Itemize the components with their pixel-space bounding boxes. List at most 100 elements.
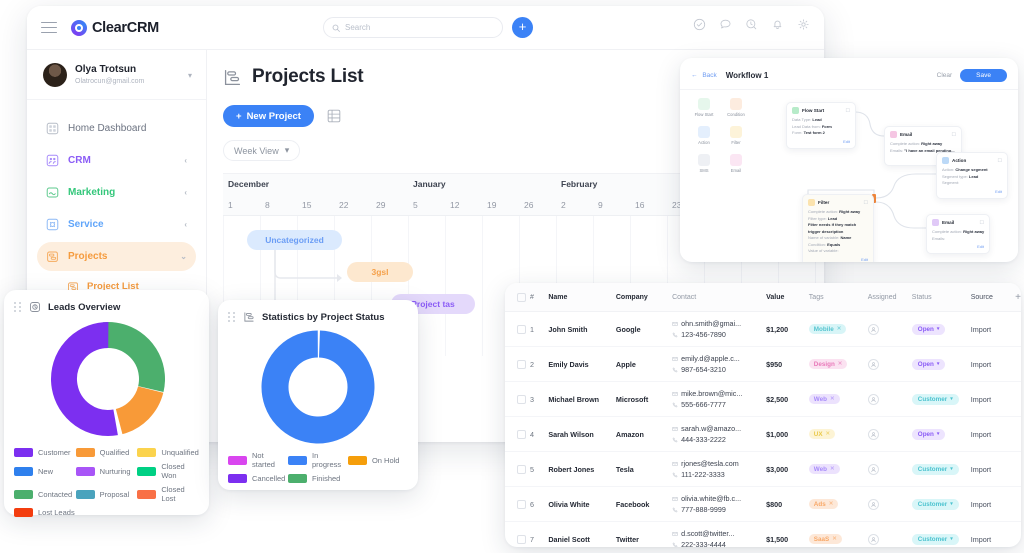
workflow-node-filter[interactable]: Filter ☐ Complete action: Right away Fil… <box>802 194 874 262</box>
workflow-node-email-2[interactable]: Email ☐ Complete action: Right away Emai… <box>926 214 990 254</box>
status-badge[interactable]: Customer ▾ <box>911 463 959 475</box>
table-row[interactable]: 1 John Smith Google ohn.smith@gmai... 123-45… <box>505 311 1021 347</box>
row-select-cell[interactable] <box>505 521 530 547</box>
tag-badge[interactable]: UX ✕ <box>808 429 836 440</box>
menu-icon[interactable] <box>41 21 57 34</box>
row-assigned[interactable] <box>867 311 912 347</box>
expand-icon[interactable]: ☐ <box>863 199 868 206</box>
sidebar-item-marketing[interactable]: Marketing ‹ <box>37 178 196 207</box>
table-row[interactable]: 5 Robert Jones Tesla rjones@tesla.com 111-22… <box>505 451 1021 487</box>
chat-icon[interactable] <box>719 18 732 31</box>
select-all-checkbox[interactable] <box>517 293 526 302</box>
row-assigned[interactable] <box>867 346 912 382</box>
grid-view-icon[interactable] <box>327 109 341 123</box>
row-assigned[interactable] <box>867 486 912 522</box>
assign-user-icon[interactable] <box>867 533 879 545</box>
assign-user-icon[interactable] <box>867 393 879 405</box>
col-tags[interactable]: Tags <box>808 283 868 312</box>
sidebar-item-projects[interactable]: Projects ⌄ <box>37 242 196 271</box>
assign-user-icon[interactable] <box>867 498 879 510</box>
expand-icon[interactable]: ☐ <box>951 131 956 138</box>
row-checkbox[interactable] <box>517 324 526 334</box>
col-source[interactable]: Source <box>970 283 1016 312</box>
table-row[interactable]: 4 Sarah Wilson Amazon sarah.w@amazo... 444-3… <box>505 416 1021 452</box>
chevron-left-icon[interactable]: ‹ <box>184 156 187 165</box>
tag-remove-icon[interactable]: ✕ <box>828 501 834 508</box>
tag-badge[interactable]: Design ✕ <box>808 359 848 370</box>
assign-user-icon[interactable] <box>867 428 879 440</box>
tag-remove-icon[interactable]: ✕ <box>837 361 843 368</box>
node-edit-button[interactable]: Edit <box>977 244 984 249</box>
node-edit-button[interactable]: Edit <box>843 138 850 144</box>
palette-item-flow-start[interactable]: Flow Start <box>690 98 718 117</box>
row-checkbox[interactable] <box>517 534 526 544</box>
add-button[interactable]: + <box>512 17 533 38</box>
assign-user-icon[interactable] <box>867 463 879 475</box>
row-select-cell[interactable] <box>505 486 530 522</box>
status-badge[interactable]: Customer ▾ <box>911 533 959 545</box>
tag-badge[interactable]: SaaS ✕ <box>808 534 842 545</box>
chevron-left-icon[interactable]: ‹ <box>184 188 187 197</box>
user-profile[interactable]: Olya Trotsun Olatrocun@gmail.com ▾ <box>27 50 206 100</box>
status-badge[interactable]: Open ▾ <box>911 358 946 370</box>
row-select-cell[interactable] <box>505 311 530 347</box>
row-checkbox[interactable] <box>517 429 526 439</box>
sidebar-item-crm[interactable]: CRM ‹ <box>37 146 196 175</box>
palette-item-email[interactable]: Email <box>722 154 750 173</box>
row-select-cell[interactable] <box>505 416 530 452</box>
row-assigned[interactable] <box>867 381 912 417</box>
table-row[interactable]: 6 Olivia White Facebook olivia.white@fb.c..… <box>505 486 1021 522</box>
table-row[interactable]: 7 Daniel Scott Twitter d.scott@twitter... 22… <box>505 521 1021 547</box>
tag-badge[interactable]: Mobile ✕ <box>808 324 847 335</box>
clear-button[interactable]: Clear <box>936 71 953 79</box>
tag-badge[interactable]: Web ✕ <box>808 394 840 405</box>
check-circle-icon[interactable] <box>693 18 706 31</box>
workflow-node-action[interactable]: Action ☐ Action: Change segment Segment … <box>936 152 1008 199</box>
expand-icon[interactable]: ☐ <box>997 157 1002 164</box>
row-assigned[interactable] <box>867 416 912 452</box>
expand-icon[interactable]: ☐ <box>979 219 984 226</box>
table-row[interactable]: 2 Emily Davis Apple emily.d@apple.c... 987-6… <box>505 346 1021 382</box>
save-button[interactable]: Save <box>960 68 1007 82</box>
node-edit-button[interactable]: Edit <box>861 256 868 262</box>
node-edit-button[interactable]: Edit <box>995 188 1002 194</box>
workflow-canvas[interactable]: Flow Start Condition Action Filter SMS E… <box>680 89 1018 262</box>
back-button[interactable]: ← Back <box>691 71 717 79</box>
week-view-dropdown[interactable]: Week View ▾ <box>223 140 301 161</box>
row-checkbox[interactable] <box>517 394 526 404</box>
gantt-task[interactable]: 3gsl <box>347 262 413 282</box>
tag-badge[interactable]: Web ✕ <box>808 464 840 475</box>
col-contact[interactable]: Contact <box>672 283 767 312</box>
row-assigned[interactable] <box>867 521 912 547</box>
tag-remove-icon[interactable]: ✕ <box>829 396 835 403</box>
sidebar-item-home-dashboard[interactable]: Home Dashboard <box>37 114 196 143</box>
table-row[interactable]: 3 Michael Brown Microsoft mike.brown@mic...… <box>505 381 1021 417</box>
assign-user-icon[interactable] <box>867 323 879 335</box>
row-checkbox[interactable] <box>517 359 526 369</box>
palette-item-sms[interactable]: SMS <box>690 154 718 173</box>
row-select-cell[interactable] <box>505 381 530 417</box>
gantt-task[interactable]: Uncategorized <box>247 230 342 250</box>
history-search-icon[interactable] <box>745 18 758 31</box>
chevron-down-icon[interactable]: ▾ <box>187 70 192 80</box>
tag-remove-icon[interactable]: ✕ <box>825 431 831 438</box>
status-badge[interactable]: Customer ▾ <box>911 393 959 405</box>
workflow-node-email-1[interactable]: Email ☐ Complete action: Right away Emai… <box>884 126 962 166</box>
new-project-button[interactable]: + New Project <box>223 105 314 127</box>
col-name[interactable]: Name <box>548 283 616 312</box>
assign-user-icon[interactable] <box>867 358 879 370</box>
status-badge[interactable]: Open ▾ <box>911 428 946 440</box>
col-assigned[interactable]: Assigned <box>867 283 912 312</box>
bell-icon[interactable] <box>771 18 784 31</box>
row-checkbox[interactable] <box>517 464 526 474</box>
palette-item-action[interactable]: Action <box>690 126 718 145</box>
select-all-header[interactable] <box>505 283 530 312</box>
sidebar-item-service[interactable]: Service ‹ <box>37 210 196 239</box>
workflow-node-flow-start[interactable]: Flow Start ☐ Data Type: Lead Lead Data f… <box>786 102 856 149</box>
palette-item-filter[interactable]: Filter <box>722 126 750 145</box>
drag-handle-icon[interactable] <box>14 302 22 313</box>
tag-remove-icon[interactable]: ✕ <box>829 466 835 473</box>
col-status[interactable]: Status <box>911 283 971 312</box>
row-select-cell[interactable] <box>505 451 530 487</box>
chevron-down-icon[interactable]: ⌄ <box>180 252 187 261</box>
